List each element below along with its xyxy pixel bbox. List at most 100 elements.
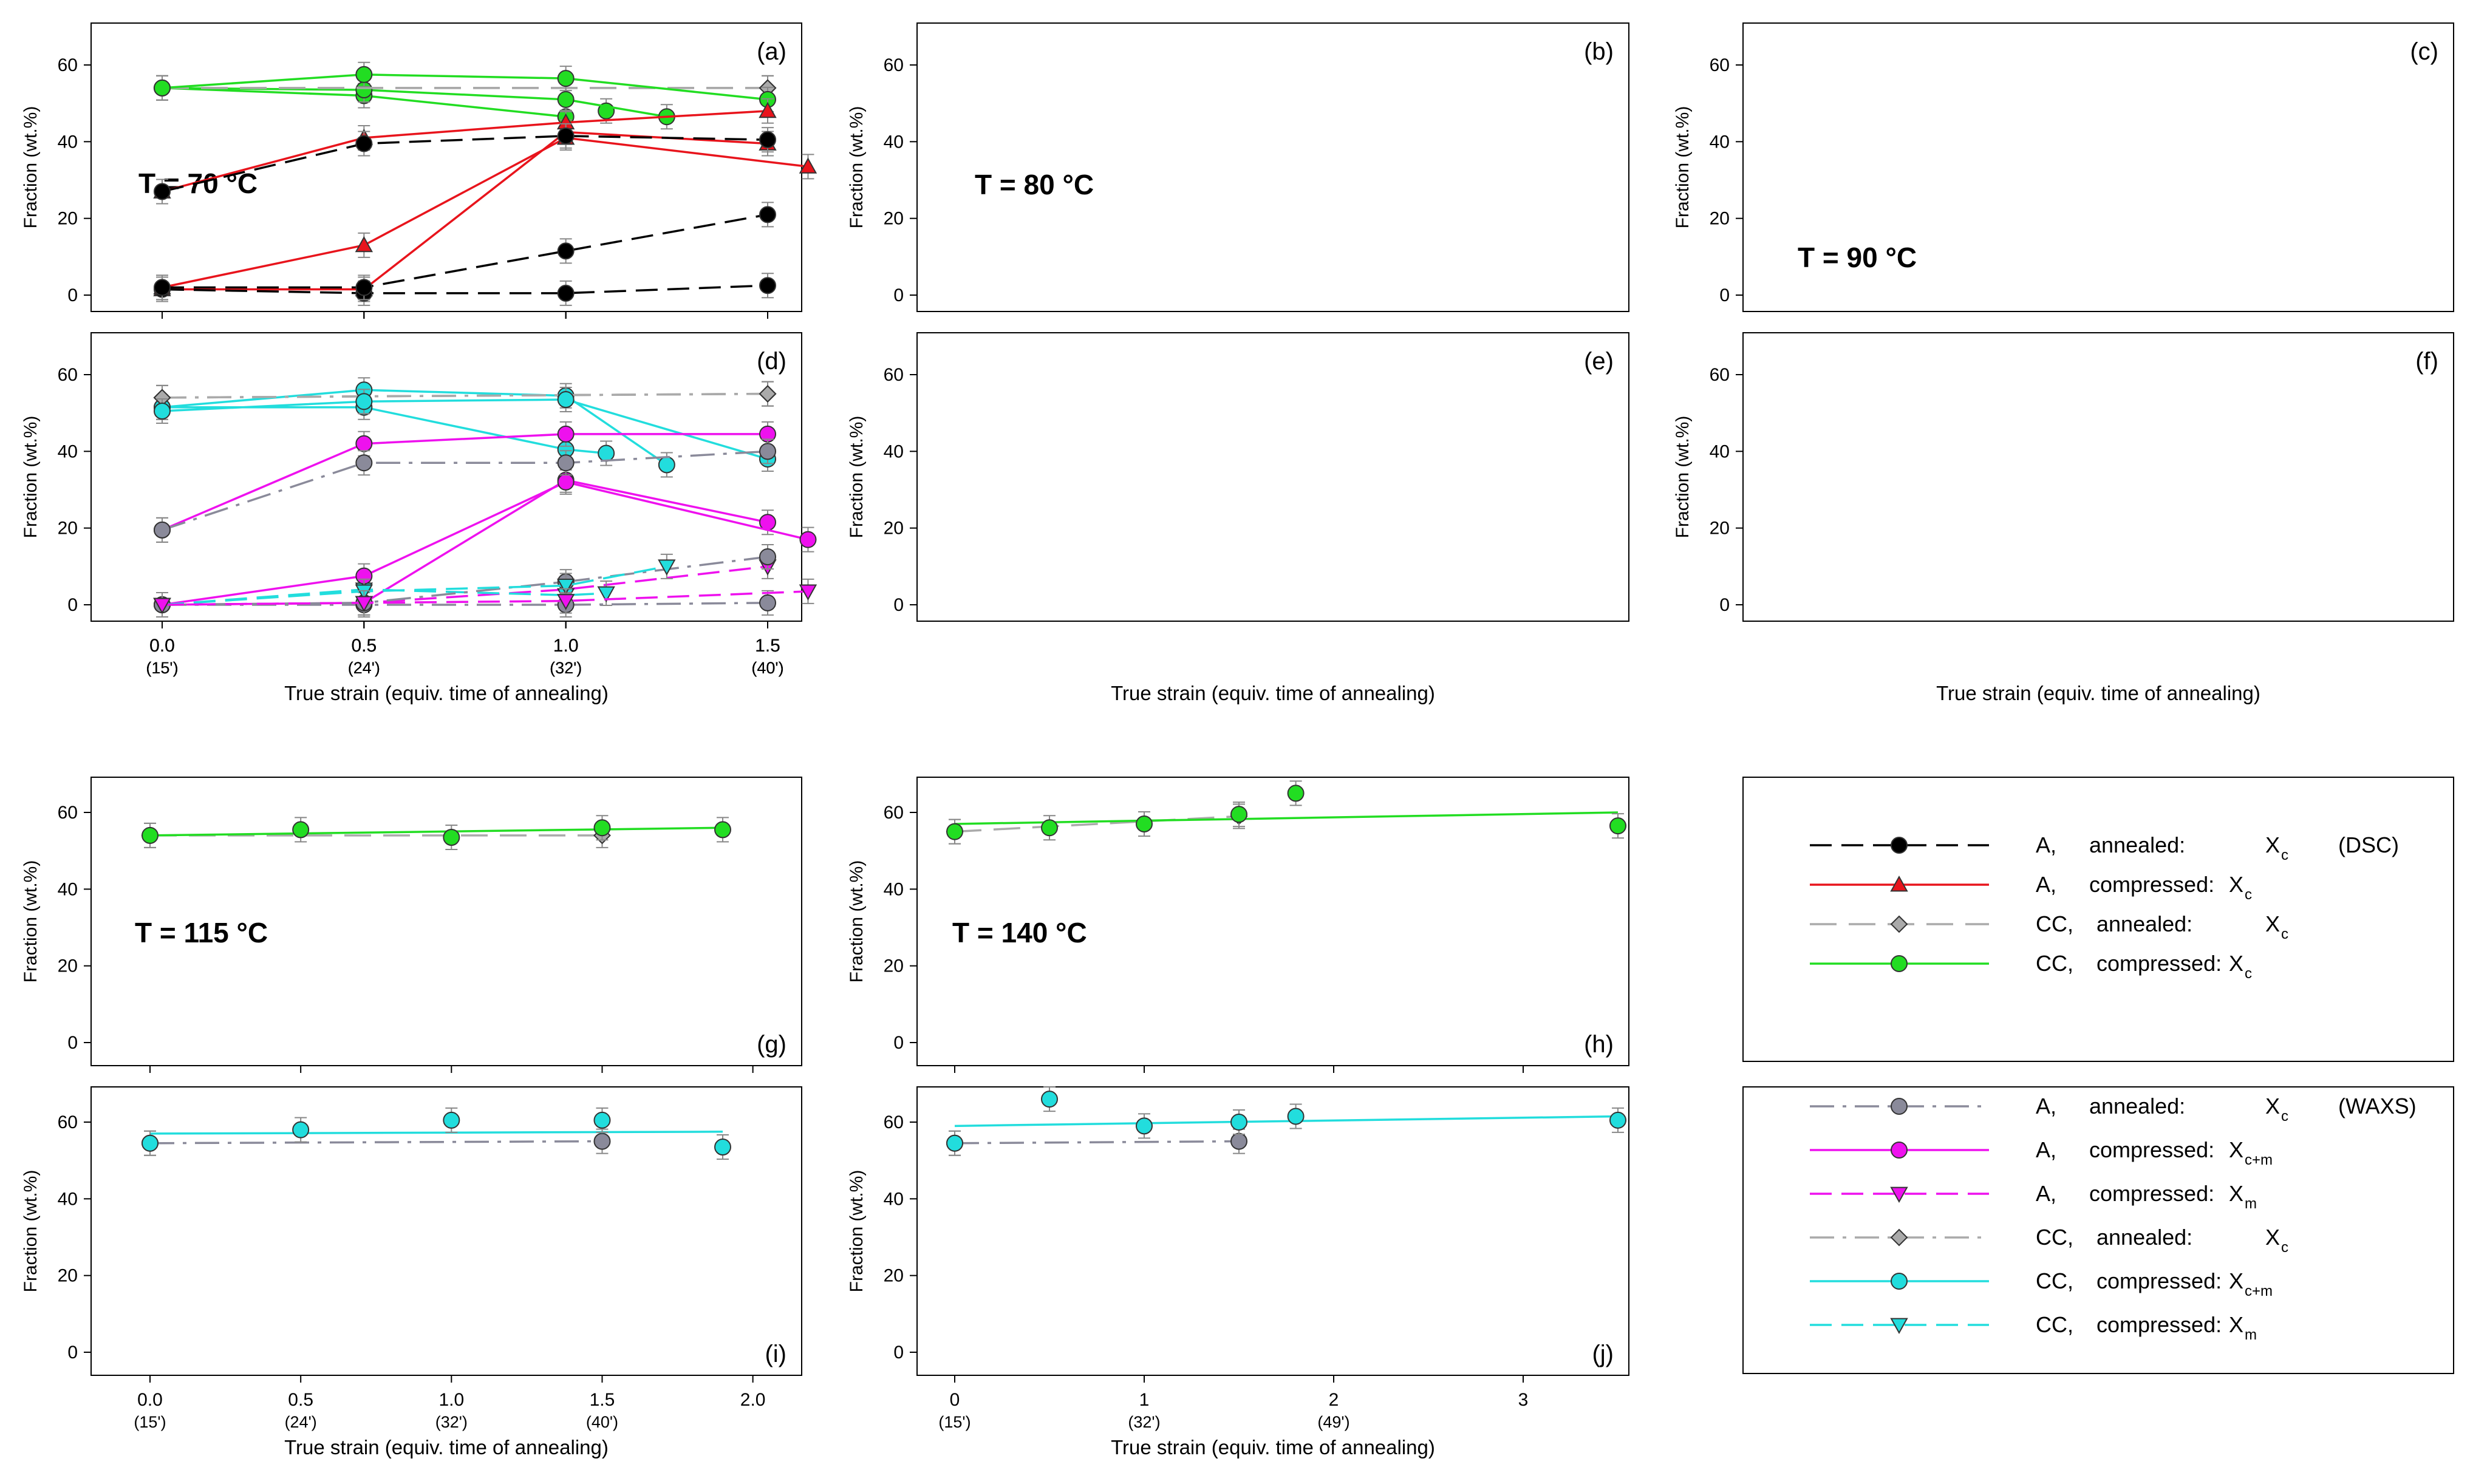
- series-line: [162, 433, 768, 531]
- series-line: [162, 481, 808, 606]
- panel-g-frame: [90, 777, 802, 1066]
- legend-swatch-marker: [1890, 875, 1908, 892]
- data-point: [557, 242, 575, 260]
- y-tick-label: 0: [893, 1033, 904, 1053]
- y-axis-label: Fraction (wt.%): [21, 860, 41, 983]
- data-point: [142, 1134, 159, 1152]
- data-point: [759, 206, 776, 223]
- x-tick-sublabel: (40'): [751, 659, 783, 677]
- data-point: [759, 594, 776, 611]
- panel-label: (f): [2415, 348, 2438, 375]
- data-point: [154, 403, 171, 420]
- data-point: [292, 1121, 310, 1139]
- series-CC_comp_dsc: [154, 61, 776, 112]
- data-point: [593, 819, 611, 837]
- data-point: [759, 443, 776, 460]
- y-axis-label: Fraction (wt.%): [21, 416, 41, 539]
- data-point: [1609, 817, 1626, 835]
- series-CC_comp_dsc: [149, 826, 723, 837]
- y-axis-label: Fraction (wt.%): [847, 106, 867, 229]
- data-point: [658, 456, 675, 474]
- legend-sample: CC,: [2036, 951, 2073, 976]
- data-point: [759, 548, 776, 566]
- y-tick-label: 40: [884, 132, 904, 152]
- data-point: [556, 579, 575, 595]
- data-point: [1609, 1111, 1626, 1129]
- series-line: [162, 87, 667, 118]
- series-line: [162, 389, 667, 466]
- panel-h: 0 20 40 60 Fraction (wt.%) (h) T = 140 °C: [847, 777, 1629, 1073]
- panel-f-frame: [1742, 332, 2454, 622]
- legend-sample: A,: [2036, 1137, 2056, 1162]
- legend-sample: A,: [2036, 1181, 2056, 1206]
- series-line: [162, 110, 768, 193]
- data-point: [557, 454, 575, 472]
- y-tick-label: 20: [1710, 519, 1730, 539]
- legend-subscript: c: [2245, 887, 2252, 903]
- series-line: [162, 137, 808, 289]
- legend-sample: A,: [2036, 832, 2056, 857]
- series-A_ann_dsc: [154, 202, 776, 301]
- series-line: [162, 135, 768, 193]
- series-A_comp_cm: [154, 421, 776, 543]
- legend-property: X: [2229, 1181, 2243, 1206]
- y-axis-label: Fraction (wt.%): [1673, 416, 1693, 539]
- data-point: [946, 1134, 963, 1152]
- y-tick-label: 60: [884, 803, 904, 823]
- data-point: [759, 101, 777, 118]
- series-line: [149, 826, 723, 837]
- data-point: [1287, 1108, 1305, 1125]
- x-axis-label: True strain (equiv. time of annealing): [284, 1436, 609, 1458]
- panel-d: 0 20 40 60 Fraction (wt.%) 0.0 (15') 0.5 (24') 1.…: [21, 332, 802, 704]
- data-point: [759, 277, 776, 294]
- x-tick-label: 0.0: [149, 636, 175, 656]
- y-tick-label: 0: [893, 1343, 904, 1363]
- x-tick-label: 0.0: [149, 636, 175, 656]
- series-CC_comp_dsc: [954, 811, 1619, 825]
- panel-c: 0 20 40 60 Fraction (wt.%) (c) T = 90 °C: [153, 22, 2454, 319]
- y-tick-label: 20: [884, 1266, 904, 1286]
- legend-swatch-marker: [1890, 1318, 1908, 1335]
- legend-swatch-marker: [1890, 1186, 1908, 1203]
- y-tick-label: 40: [1710, 132, 1730, 152]
- y-tick-label: 20: [58, 956, 78, 976]
- series-line: [162, 392, 768, 399]
- legend-dsc-frame: [1742, 777, 2454, 1062]
- panel-label: (c): [2410, 38, 2438, 65]
- panel-j: 0 20 40 60 Fraction (wt.%) 0 (15') 1 (32') 2 (49')…: [847, 1086, 1629, 1458]
- data-point: [557, 284, 575, 302]
- panel-label: (j): [1592, 1341, 1614, 1367]
- x-tick-sublabel: (32'): [550, 659, 582, 677]
- y-tick-label: 40: [58, 1189, 78, 1209]
- data-point: [154, 521, 171, 539]
- series-A_ann_waxs: [946, 1128, 1247, 1156]
- y-axis-label: Fraction (wt.%): [847, 1170, 867, 1293]
- series-CC_comp_cm: [149, 1131, 723, 1135]
- data-point: [557, 70, 575, 87]
- y-tick-label: 60: [58, 55, 78, 75]
- series-CC_ann_waxs: [153, 381, 777, 410]
- y-tick-label: 0: [67, 1343, 78, 1363]
- x-tick-label: 0.5: [351, 636, 377, 656]
- x-tick-sublabel: (40'): [751, 659, 783, 677]
- legend-sample: CC,: [2036, 1268, 2073, 1293]
- x-tick-sublabel: (24'): [348, 659, 380, 677]
- legend-property: X: [2229, 872, 2243, 897]
- series-line: [162, 450, 768, 531]
- y-tick-label: 20: [884, 519, 904, 539]
- x-axis-label: True strain (equiv. time of annealing): [1111, 1436, 1435, 1458]
- x-axis-label: True strain (equiv. time of annealing): [1111, 682, 1435, 704]
- y-tick-label: 60: [884, 55, 904, 75]
- legend-sample: A,: [2036, 1094, 2056, 1118]
- series-CC_comp_cm: [142, 1107, 731, 1160]
- y-tick-label: 0: [1719, 595, 1730, 615]
- legend-subscript: m: [2245, 1196, 2257, 1212]
- data-point: [799, 157, 817, 174]
- data-point: [142, 826, 159, 844]
- x-tick-sublabel: (24'): [348, 659, 380, 677]
- panel-e-frame: [916, 332, 1629, 622]
- y-tick-label: 0: [67, 285, 78, 305]
- data-point: [556, 594, 575, 610]
